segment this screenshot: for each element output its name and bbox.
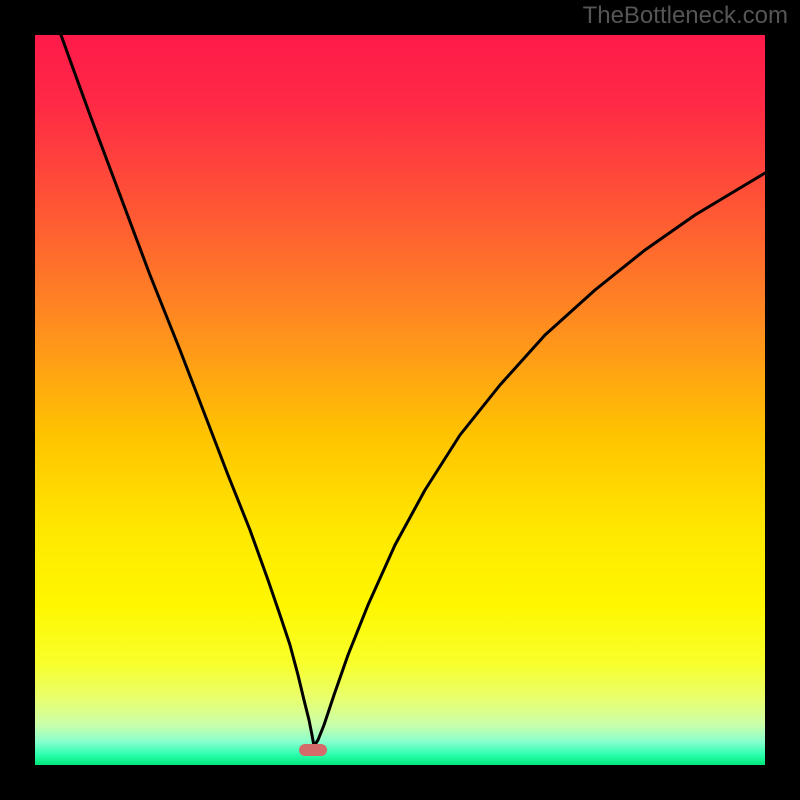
watermark-text: TheBottleneck.com: [583, 2, 788, 30]
chart-container: TheBottleneck.com: [0, 0, 800, 800]
minimum-marker: [299, 744, 327, 756]
plot-background: [35, 35, 765, 765]
chart-svg: [0, 0, 800, 800]
